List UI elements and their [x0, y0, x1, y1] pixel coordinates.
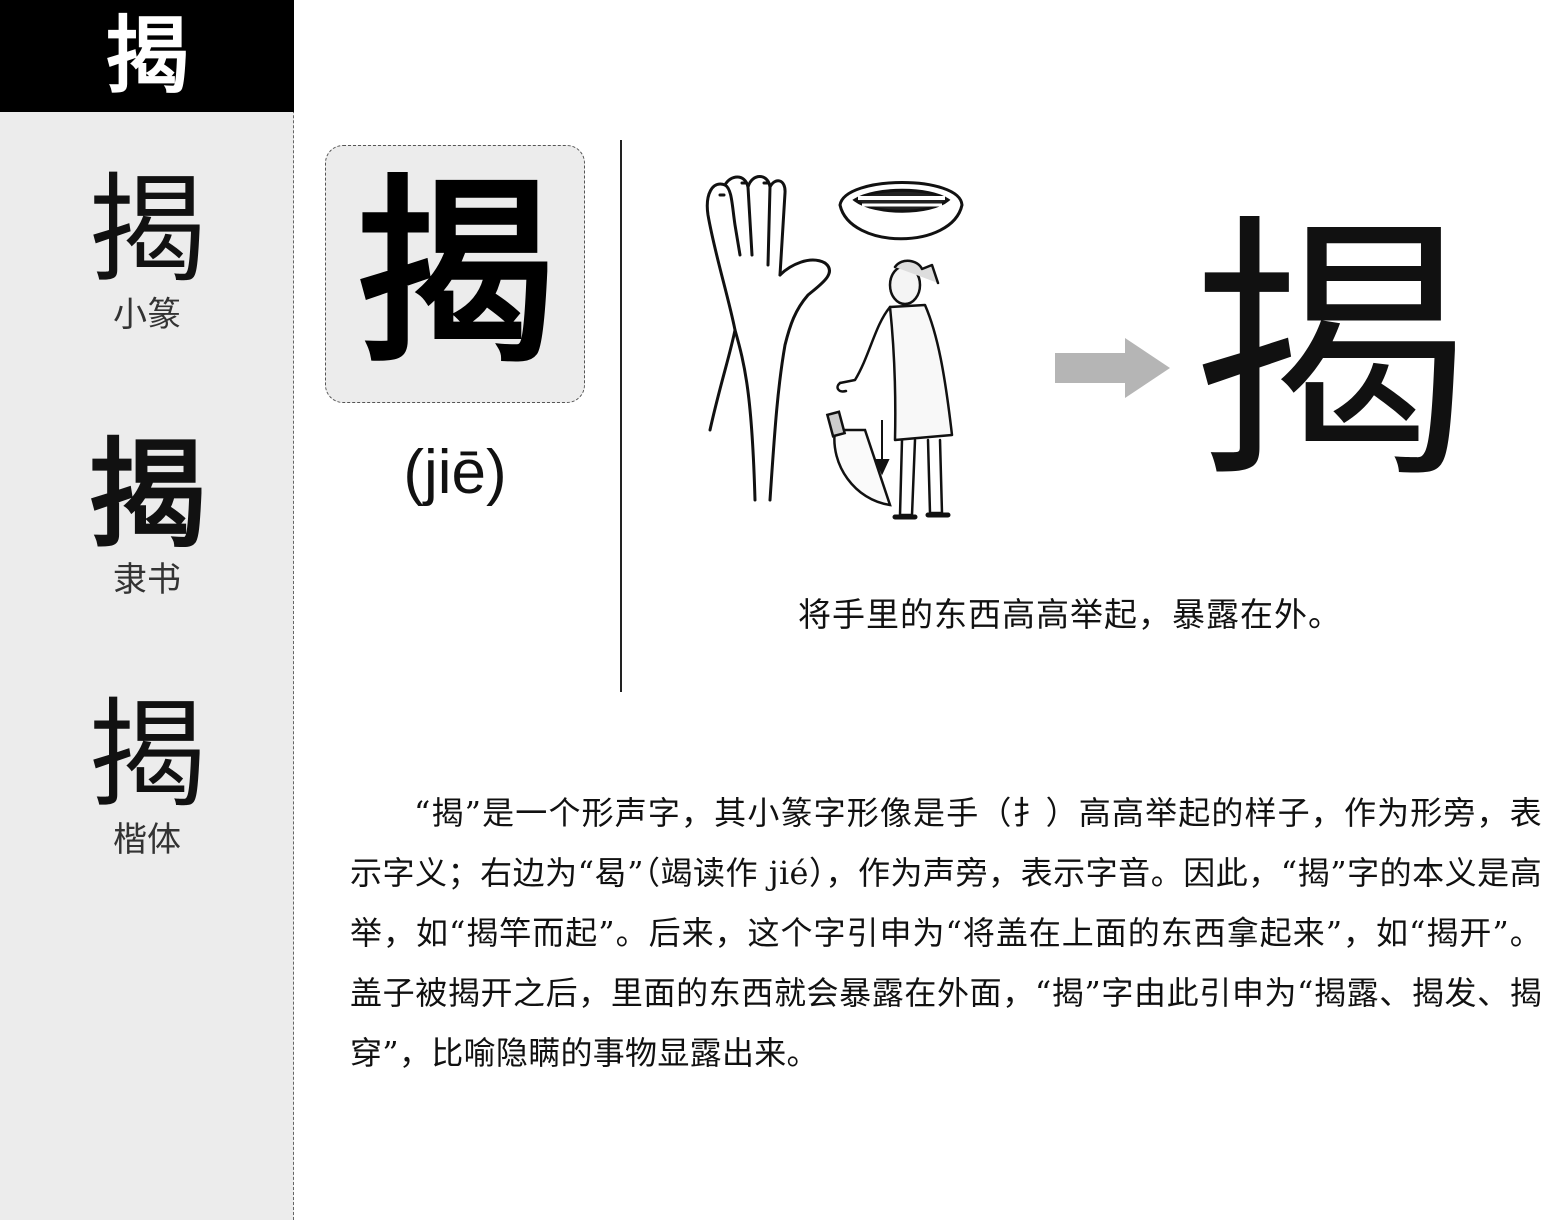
seal-script-character: 揭 — [1190, 192, 1470, 518]
right-arrow-icon — [1055, 338, 1170, 398]
hand-mouth-man-with-knife-illustration — [705, 175, 964, 520]
variant-glyph: 揭 — [87, 686, 206, 824]
sidebar: 揭 揭 小篆 揭 隶书 揭 楷体 — [0, 0, 294, 1220]
sidebar-header-character: 揭 — [0, 0, 294, 112]
main-character: 揭 — [354, 156, 555, 391]
main-character-card: 揭 — [325, 145, 585, 403]
variant-glyph: 揭 — [87, 426, 206, 564]
variant-label: 隶书 — [113, 560, 181, 600]
variant-kaishu: 揭 楷体 — [0, 690, 294, 860]
variant-label: 楷体 — [113, 820, 181, 860]
illustration-caption: 将手里的东西高高举起，暴露在外。 — [798, 595, 1342, 634]
variant-glyph: 揭 — [87, 161, 206, 299]
vertical-divider — [620, 140, 622, 692]
variant-label: 小篆 — [113, 295, 181, 335]
variant-xiaozhuan: 揭 小篆 — [0, 165, 294, 335]
explanation-paragraph: “揭”是一个形声字，其小篆字形像是手（扌）高高举起的样子，作为形旁，表示字义；右… — [350, 794, 1542, 1072]
pinyin: (jiē) — [403, 438, 507, 507]
variant-lishu: 揭 隶书 — [0, 430, 294, 600]
